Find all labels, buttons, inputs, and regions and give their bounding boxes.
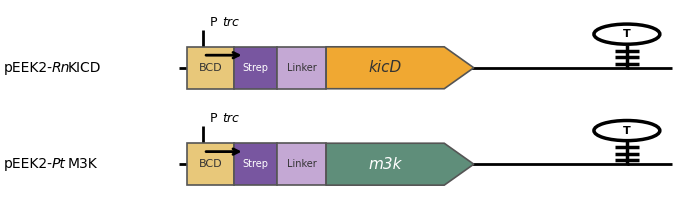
Text: BCD: BCD: [199, 63, 223, 73]
Text: M3K: M3K: [68, 157, 98, 171]
Text: Pt: Pt: [52, 157, 65, 171]
Text: m3k: m3k: [369, 157, 402, 172]
Text: Linker: Linker: [287, 159, 316, 169]
Text: Strep: Strep: [242, 63, 268, 73]
Text: pEEK2-: pEEK2-: [4, 61, 53, 75]
Text: Strep: Strep: [242, 159, 268, 169]
Text: T: T: [623, 29, 631, 39]
Text: T: T: [623, 126, 631, 136]
Bar: [277, 47, 326, 89]
Bar: [234, 47, 277, 89]
Text: KICD: KICD: [68, 61, 102, 75]
Text: kicD: kicD: [369, 60, 402, 75]
Text: pEEK2-: pEEK2-: [4, 157, 53, 171]
Text: trc: trc: [222, 112, 239, 125]
Polygon shape: [326, 143, 474, 185]
Text: P: P: [210, 16, 217, 29]
Circle shape: [594, 24, 660, 44]
Bar: [187, 143, 234, 185]
Text: Rn: Rn: [52, 61, 70, 75]
Text: Linker: Linker: [287, 63, 316, 73]
Bar: [277, 143, 326, 185]
Polygon shape: [326, 47, 474, 89]
Bar: [187, 47, 234, 89]
Text: BCD: BCD: [199, 159, 223, 169]
Bar: [234, 143, 277, 185]
Circle shape: [594, 120, 660, 141]
Text: P: P: [210, 112, 217, 125]
Text: trc: trc: [222, 16, 239, 29]
